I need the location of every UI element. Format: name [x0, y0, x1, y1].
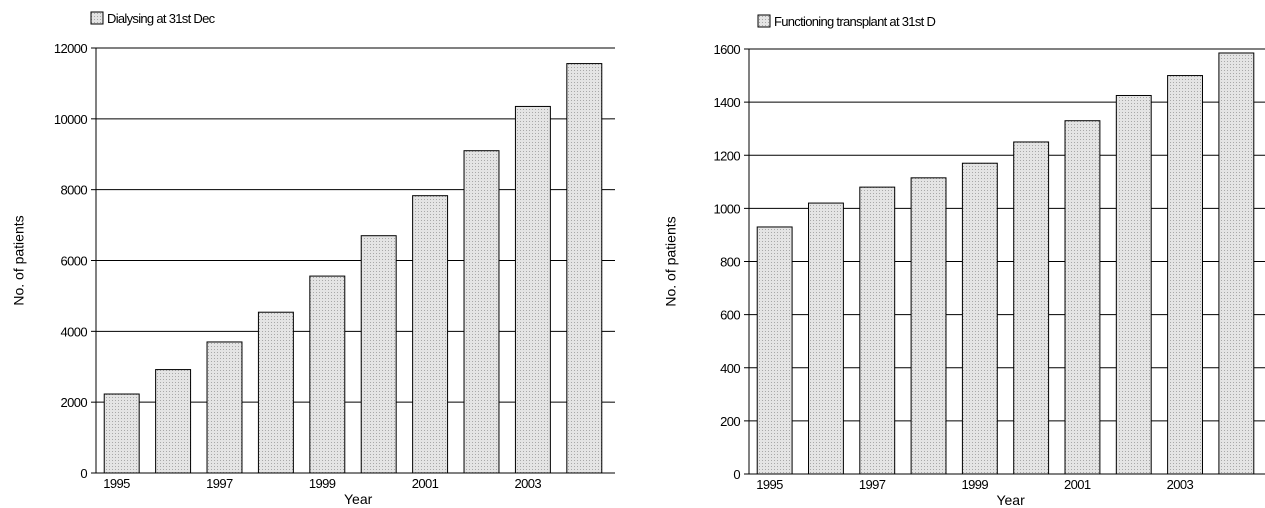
bar-2003 — [514, 105, 551, 474]
bar-2002 — [1115, 94, 1152, 475]
y-tick-label: 800 — [720, 255, 740, 270]
bar-2001 — [412, 195, 449, 474]
y-tick-label: 10000 — [54, 112, 88, 127]
legend-swatch — [90, 11, 104, 25]
x-tick-label: 1997 — [206, 476, 233, 491]
y-tick-label: 0 — [733, 467, 740, 482]
x-tick-label: 2003 — [514, 476, 541, 491]
bar-1998 — [257, 311, 294, 474]
x-tick-labels: 1995 1997 1999 2001 2003 — [756, 477, 1194, 492]
x-axis-title: Year — [344, 491, 373, 507]
y-tick-label: 4000 — [60, 324, 87, 339]
bars — [103, 63, 603, 474]
bar-2000 — [1013, 141, 1050, 475]
bar-1999 — [961, 162, 998, 475]
transplant-chart-panel: Functioning transplant at 31st D No. of … — [632, 0, 1265, 508]
y-tick-label: 1600 — [713, 42, 740, 57]
y-tick-label: 600 — [720, 308, 740, 323]
y-tick-label: 200 — [720, 414, 740, 429]
bar-2001 — [1064, 120, 1101, 475]
x-tick-label: 2001 — [1064, 477, 1091, 492]
x-tick-label: 2003 — [1167, 477, 1194, 492]
bar-2004 — [1218, 52, 1255, 475]
x-tick-labels: 1995 1997 1999 2001 2003 — [103, 476, 542, 491]
legend-label: Dialysing at 31st Dec — [107, 11, 216, 26]
x-tick-label: 2001 — [412, 476, 439, 491]
bar-1995 — [756, 226, 793, 475]
bar-2000 — [360, 235, 397, 474]
y-tick-label: 1000 — [713, 201, 740, 216]
y-tick-label: 8000 — [60, 183, 87, 198]
y-tick-labels: 0 200 400 600 800 1000 1200 1400 1600 — [713, 42, 741, 482]
bar-1999 — [309, 275, 346, 474]
x-axis-title: Year — [996, 492, 1025, 508]
x-tick-label: 1995 — [756, 477, 783, 492]
y-tick-label: 6000 — [60, 254, 87, 269]
x-tick-label: 1997 — [859, 477, 886, 492]
x-tick-label: 1995 — [103, 476, 130, 491]
bar-2003 — [1167, 75, 1203, 475]
x-tick-label: 1999 — [309, 476, 336, 491]
legend-label: Functioning transplant at 31st D — [774, 14, 935, 29]
y-tick-labels: 0 2000 4000 6000 8000 10000 12000 — [54, 41, 88, 481]
y-tick-label: 1400 — [713, 95, 740, 110]
legend: Functioning transplant at 31st D — [757, 14, 936, 29]
dialysis-bar-chart: Dialysing at 31st Dec No. of patients Ye… — [11, 11, 615, 507]
axes — [744, 49, 1262, 475]
y-axis-title: No. of patients — [11, 215, 27, 305]
y-tick-label: 0 — [80, 466, 87, 481]
bar-2002 — [463, 150, 500, 474]
x-tick-label: 1999 — [961, 477, 988, 492]
legend: Dialysing at 31st Dec — [90, 11, 216, 26]
bar-2004 — [566, 63, 603, 474]
axes — [91, 48, 610, 474]
transplant-bar-chart: Functioning transplant at 31st D No. of … — [663, 14, 1265, 508]
bar-1997 — [859, 186, 896, 475]
bar-1996 — [808, 202, 844, 475]
legend-swatch — [757, 14, 771, 28]
y-tick-label: 2000 — [60, 395, 87, 410]
bar-1998 — [910, 177, 947, 475]
y-tick-label: 400 — [720, 361, 740, 376]
bar-1996 — [155, 369, 192, 474]
bars — [756, 52, 1255, 475]
bar-1997 — [206, 341, 243, 474]
y-tick-label: 12000 — [54, 41, 88, 56]
y-axis-title: No. of patients — [663, 216, 679, 306]
bar-1995 — [103, 393, 140, 474]
y-tick-label: 1200 — [713, 148, 740, 163]
dialysis-chart-panel: Dialysing at 31st Dec No. of patients Ye… — [0, 0, 632, 508]
